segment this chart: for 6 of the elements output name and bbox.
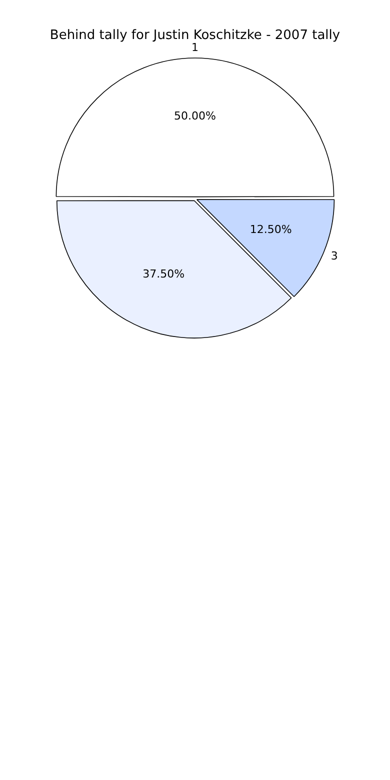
data-label: 50.00%: [174, 110, 216, 123]
chart-title: Behind tally for Justin Koschitzke - 2007 tally: [50, 28, 340, 44]
data-label: 12.50%: [250, 223, 292, 236]
slice-label: 3: [330, 249, 338, 262]
data-label: 37.50%: [142, 267, 185, 280]
slice-label: 1: [192, 40, 198, 54]
